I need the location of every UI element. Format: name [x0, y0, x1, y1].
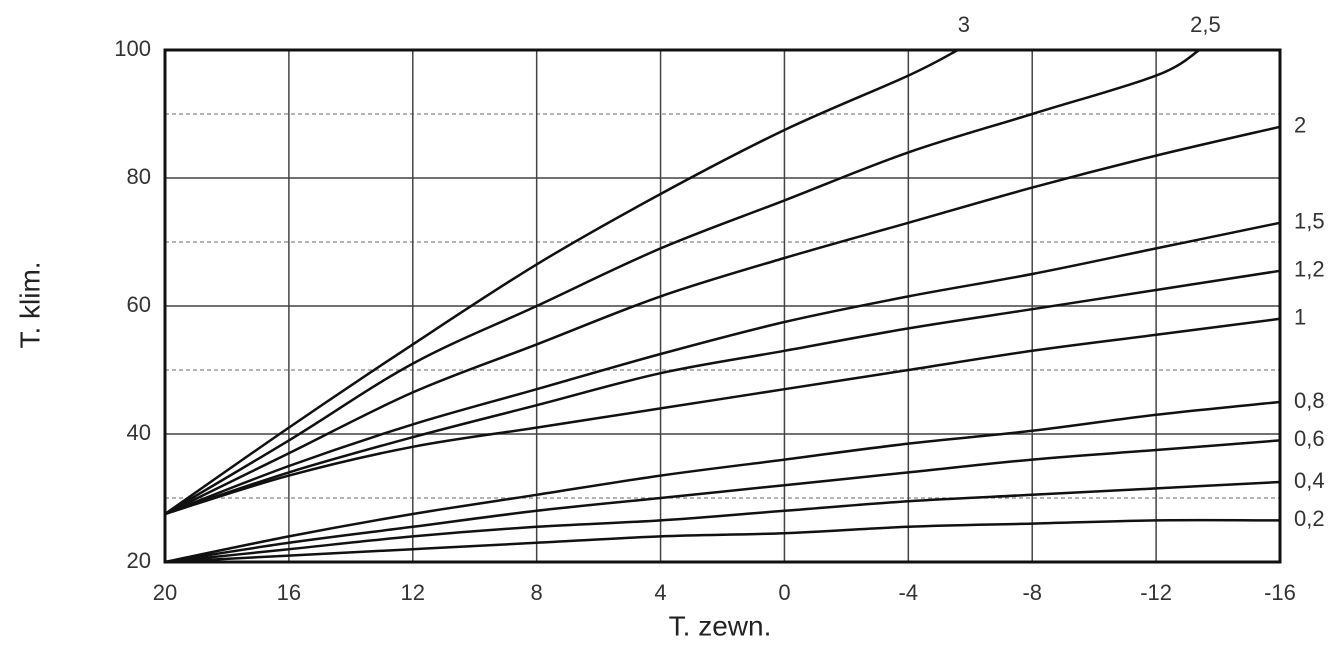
- x-tick-label: -16: [1264, 580, 1296, 605]
- curve: [164, 48, 959, 516]
- curve: [164, 518, 1281, 564]
- x-tick-label: 20: [153, 580, 177, 605]
- series-label: 0,8: [1294, 388, 1325, 413]
- x-tick-label: -12: [1140, 580, 1172, 605]
- curve: [164, 439, 1281, 564]
- series-label: 1,2: [1294, 257, 1325, 282]
- curve: [164, 317, 1281, 516]
- x-tick-label: -4: [899, 580, 919, 605]
- plot-frame: [163, 48, 1282, 564]
- series-label: 1: [1294, 305, 1306, 330]
- curve: [164, 125, 1281, 516]
- curve: [164, 480, 1281, 564]
- x-tick-label: 16: [277, 580, 301, 605]
- y-tick-label: 80: [127, 164, 151, 189]
- y-axis-title: T. klim.: [14, 261, 45, 348]
- y-tick-label: 40: [127, 420, 151, 445]
- x-axis-title: T. zewn.: [669, 610, 772, 641]
- series-label: 2: [1294, 113, 1306, 138]
- series-label: 0,6: [1294, 426, 1325, 451]
- curve: [164, 221, 1281, 516]
- x-tick-label: 12: [401, 580, 425, 605]
- curve: [164, 48, 1201, 516]
- curve: [164, 269, 1281, 516]
- y-tick-label: 20: [127, 548, 151, 573]
- series-label: 0,2: [1294, 506, 1325, 531]
- series-label: 3: [958, 12, 970, 37]
- y-tick-label: 100: [114, 36, 151, 61]
- x-tick-label: -8: [1022, 580, 1042, 605]
- series-label: 1,5: [1294, 209, 1325, 234]
- x-tick-label: 0: [778, 580, 790, 605]
- series-label: 0,4: [1294, 468, 1325, 493]
- series-label: 2,5: [1190, 12, 1221, 37]
- curve: [164, 400, 1281, 564]
- x-tick-label: 4: [654, 580, 666, 605]
- x-tick-label: 8: [531, 580, 543, 605]
- y-tick-label: 60: [127, 292, 151, 317]
